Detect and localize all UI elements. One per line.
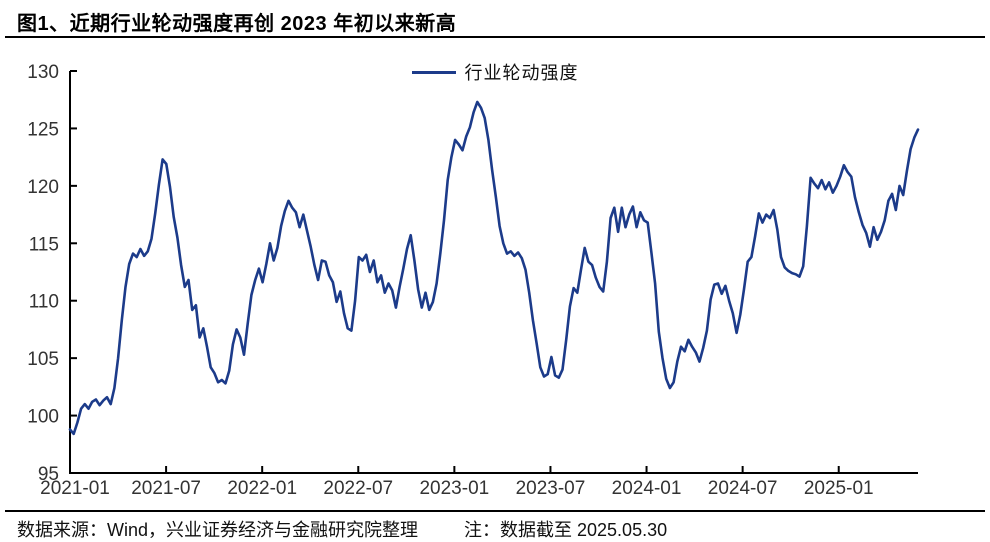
rotation-strength-line bbox=[68, 100, 920, 436]
y-tick-label: 115 bbox=[29, 234, 59, 255]
date-note: 注：数据截至 2025.05.30 bbox=[464, 520, 668, 540]
chart-legend: 行业轮动强度 bbox=[0, 59, 990, 85]
x-tick-label: 2022-07 bbox=[323, 478, 393, 499]
legend-line-swatch bbox=[411, 70, 456, 74]
axes bbox=[69, 71, 918, 474]
y-tick-label: 120 bbox=[27, 177, 59, 198]
x-tick-label: 2024-07 bbox=[708, 478, 778, 499]
figure-title: 图1、近期行业轮动强度再创 2023 年初以来新高 bbox=[17, 13, 457, 35]
y-tick-label: 95 bbox=[38, 464, 59, 485]
source-note: 数据来源：Wind，兴业证券经济与金融研究院整理 bbox=[17, 520, 419, 540]
x-tick-label: 2024-01 bbox=[612, 478, 682, 499]
title-underline bbox=[5, 36, 985, 38]
y-tick-label: 130 bbox=[27, 62, 59, 83]
footer-divider bbox=[5, 510, 985, 512]
legend-label: 行业轮动强度 bbox=[464, 63, 579, 83]
y-tick-label: 105 bbox=[27, 349, 59, 370]
x-tick-label: 2021-01 bbox=[40, 478, 110, 499]
y-tick-label: 100 bbox=[27, 407, 59, 428]
x-tick-label: 2023-07 bbox=[516, 478, 586, 499]
x-tick-label: 2022-01 bbox=[227, 478, 297, 499]
x-tick-label: 2021-07 bbox=[131, 478, 201, 499]
x-tick-label: 2023-01 bbox=[419, 478, 489, 499]
y-tick-label: 110 bbox=[29, 292, 59, 313]
x-tick-label: 2025-01 bbox=[804, 478, 874, 499]
footer-note: 数据来源：Wind，兴业证券经济与金融研究院整理 注：数据截至 2025.05.3… bbox=[17, 516, 667, 542]
y-tick-label: 125 bbox=[27, 119, 59, 140]
